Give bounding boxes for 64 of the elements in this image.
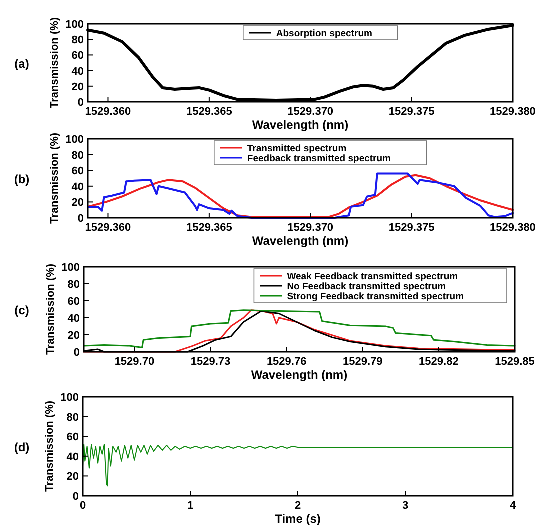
- y-tick-label: 100: [60, 392, 79, 404]
- y-tick-label: 20: [72, 197, 84, 210]
- x-tick-label: 1529.79: [343, 356, 383, 368]
- x-tick-label: 1529.380: [490, 222, 536, 234]
- y-tick-label: 60: [68, 296, 80, 308]
- text: (d): [14, 440, 30, 454]
- legend-label: Absorption spectrum: [276, 28, 372, 40]
- text: (a): [14, 57, 30, 71]
- y-tick-label: 40: [72, 66, 84, 78]
- x-tick-label: 3: [402, 500, 409, 512]
- x-tick-label: 1: [187, 500, 194, 512]
- y-tick-label: 80: [68, 279, 80, 291]
- y-tick-label: 80: [72, 34, 84, 47]
- y-tick-label: 100: [66, 19, 84, 31]
- legend-label: No Feedback transmitted spectrum: [287, 282, 446, 292]
- y-tick-label: 40: [68, 313, 80, 325]
- y-tick-label: 60: [72, 50, 84, 62]
- text: (b): [14, 172, 30, 186]
- text: (c): [14, 304, 30, 318]
- y-tick-label: 20: [68, 330, 80, 342]
- y-tick-label: 0: [78, 97, 84, 109]
- x-tick-label: 1529.85: [495, 356, 535, 368]
- y-axis-title: Transmission (%): [49, 17, 61, 109]
- x-tick-label: 1529.76: [266, 356, 307, 368]
- x-tick-label: 4: [510, 500, 517, 512]
- y-tick-label: 0: [74, 347, 80, 359]
- line-series: [82, 444, 514, 487]
- y-tick-label: 80: [66, 412, 79, 424]
- y-tick-label: 40: [66, 451, 79, 464]
- legend-label: Transmitted spectrum: [247, 144, 347, 154]
- y-tick-label: 60: [66, 432, 79, 444]
- x-axis-title: Wavelength (nm): [252, 234, 349, 248]
- y-tick-label: 20: [66, 471, 79, 484]
- y-tick-label: 20: [72, 81, 84, 94]
- x-tick-label: 1529.360: [85, 222, 132, 234]
- x-tick-label: 1529.82: [419, 356, 459, 368]
- y-tick-label: 0: [72, 491, 79, 503]
- y-axis-title: Transmission (%): [49, 132, 61, 224]
- legend-label: Feedback transmitted spectrum: [247, 154, 392, 164]
- x-tick-label: 1529.365: [186, 222, 232, 234]
- y-axis-title: Transmission (%): [45, 264, 57, 356]
- x-tick-label: 1529.360: [85, 106, 132, 118]
- y-tick-label: 80: [72, 150, 84, 162]
- x-tick-label: 1529.365: [186, 106, 232, 118]
- line-series: [86, 24, 514, 102]
- legend-label: Strong Feedback transmitted spectrum: [287, 292, 464, 302]
- x-tick-label: 1529.375: [388, 222, 435, 234]
- y-axis-title: Transmission (%): [44, 400, 56, 492]
- x-tick-label: 1529.70: [114, 356, 155, 368]
- legend-label: Weak Feedback transmitted spectrum: [287, 272, 458, 282]
- y-tick-label: 60: [72, 166, 84, 178]
- x-tick-label: 1529.370: [288, 222, 334, 234]
- x-tick-label: 1529.370: [288, 106, 334, 118]
- x-tick-label: 1529.375: [388, 106, 435, 118]
- x-axis-title: Time (s): [275, 512, 321, 526]
- y-tick-label: 100: [66, 134, 84, 146]
- y-tick-label: 100: [62, 262, 80, 274]
- x-tick-label: 1529.380: [490, 106, 536, 118]
- x-axis-title: Wavelength (nm): [252, 118, 349, 132]
- x-tick-label: 2: [294, 500, 302, 512]
- y-tick-label: 40: [72, 181, 84, 194]
- x-axis-title: Wavelength (nm): [251, 368, 348, 382]
- x-tick-label: 1529.73: [190, 356, 231, 368]
- y-tick-label: 0: [78, 213, 84, 225]
